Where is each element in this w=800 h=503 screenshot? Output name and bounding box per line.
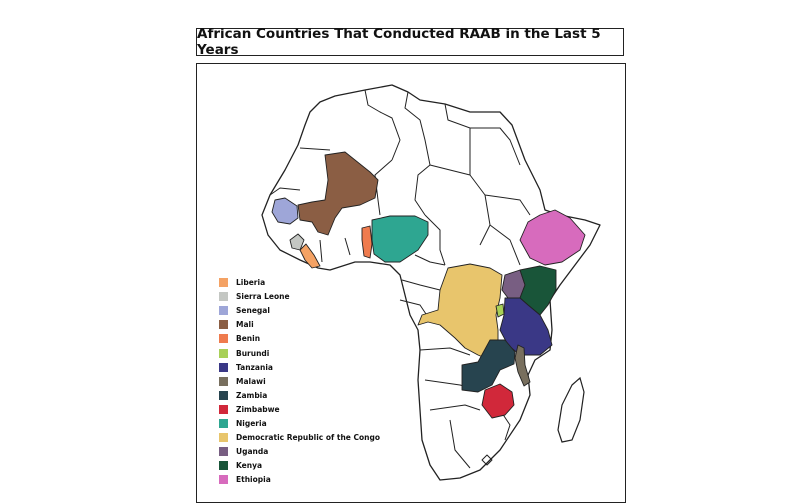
- country-borders: [269, 89, 531, 469]
- legend-item: Benin: [219, 334, 261, 344]
- legend-item: Malawi: [219, 376, 266, 386]
- legend-label: Liberia: [236, 278, 266, 287]
- country-benin: [361, 225, 373, 259]
- legend-swatch: [219, 433, 228, 443]
- legend-swatch: [219, 461, 228, 471]
- country-drc: [417, 263, 503, 361]
- legend-swatch: [219, 334, 228, 344]
- legend-swatch: [219, 278, 228, 287]
- legend-label: Ethiopia: [236, 475, 271, 485]
- country-burundi: [495, 303, 505, 318]
- country-sierra-leone: [289, 233, 305, 251]
- legend-item: Sierra Leone: [219, 292, 290, 302]
- legend-swatch: [219, 447, 228, 457]
- map-title: African Countries That Conducted RAAB in…: [196, 26, 624, 58]
- legend-swatch: [219, 376, 228, 386]
- country-zimbabwe: [481, 383, 515, 419]
- legend-item: Democratic Republic of the Congo: [219, 433, 381, 443]
- legend-label: Benin: [236, 334, 261, 344]
- legend-item: Nigeria: [219, 419, 267, 428]
- legend-label: Tanzania: [236, 362, 273, 372]
- legend-item: Ethiopia: [219, 475, 271, 485]
- legend-label: Mali: [236, 320, 254, 330]
- legend-label: Sierra Leone: [236, 292, 290, 302]
- legend-swatch: [219, 475, 228, 485]
- legend-item: Zambia: [219, 390, 268, 400]
- legend-item: Zimbabwe: [219, 404, 280, 414]
- country-kenya: [519, 265, 557, 316]
- legend-item: Senegal: [219, 306, 270, 316]
- madagascar-outline: [557, 376, 585, 443]
- legend-item: Burundi: [219, 348, 270, 358]
- country-liberia: [299, 243, 321, 269]
- legend-item: Liberia: [219, 278, 265, 287]
- legend-label: Malawi: [236, 376, 266, 386]
- legend-swatch: [219, 362, 228, 372]
- country-ethiopia: [519, 209, 586, 266]
- legend-label: Nigeria: [236, 419, 267, 428]
- legend-item: Mali: [219, 320, 254, 330]
- legend-label: Burundi: [236, 348, 270, 358]
- legend-swatch: [219, 390, 228, 400]
- legend-label: Zambia: [236, 390, 268, 400]
- country-tanzania: [499, 297, 553, 356]
- legend-swatch: [219, 348, 228, 358]
- legend-swatch: [219, 320, 228, 330]
- legend-swatch: [219, 419, 228, 428]
- legend-label: Uganda: [236, 447, 269, 457]
- country-malawi: [514, 344, 531, 387]
- legend-item: Kenya: [219, 461, 263, 471]
- legend-label: Senegal: [236, 306, 270, 316]
- legend-swatch: [219, 404, 228, 414]
- country-senegal: [271, 197, 299, 225]
- country-zambia: [461, 339, 516, 393]
- country-mali: [297, 151, 379, 236]
- country-nigeria: [371, 215, 429, 263]
- legend-item: Tanzania: [219, 362, 273, 372]
- legend-swatch: [219, 292, 228, 302]
- legend-label: Kenya: [236, 461, 263, 471]
- legend-swatch: [219, 306, 228, 316]
- legend-label: Democratic Republic of the Congo: [236, 433, 381, 443]
- highlighted-countries: [271, 151, 586, 419]
- legend-item: Uganda: [219, 447, 269, 457]
- legend-label: Zimbabwe: [236, 404, 280, 414]
